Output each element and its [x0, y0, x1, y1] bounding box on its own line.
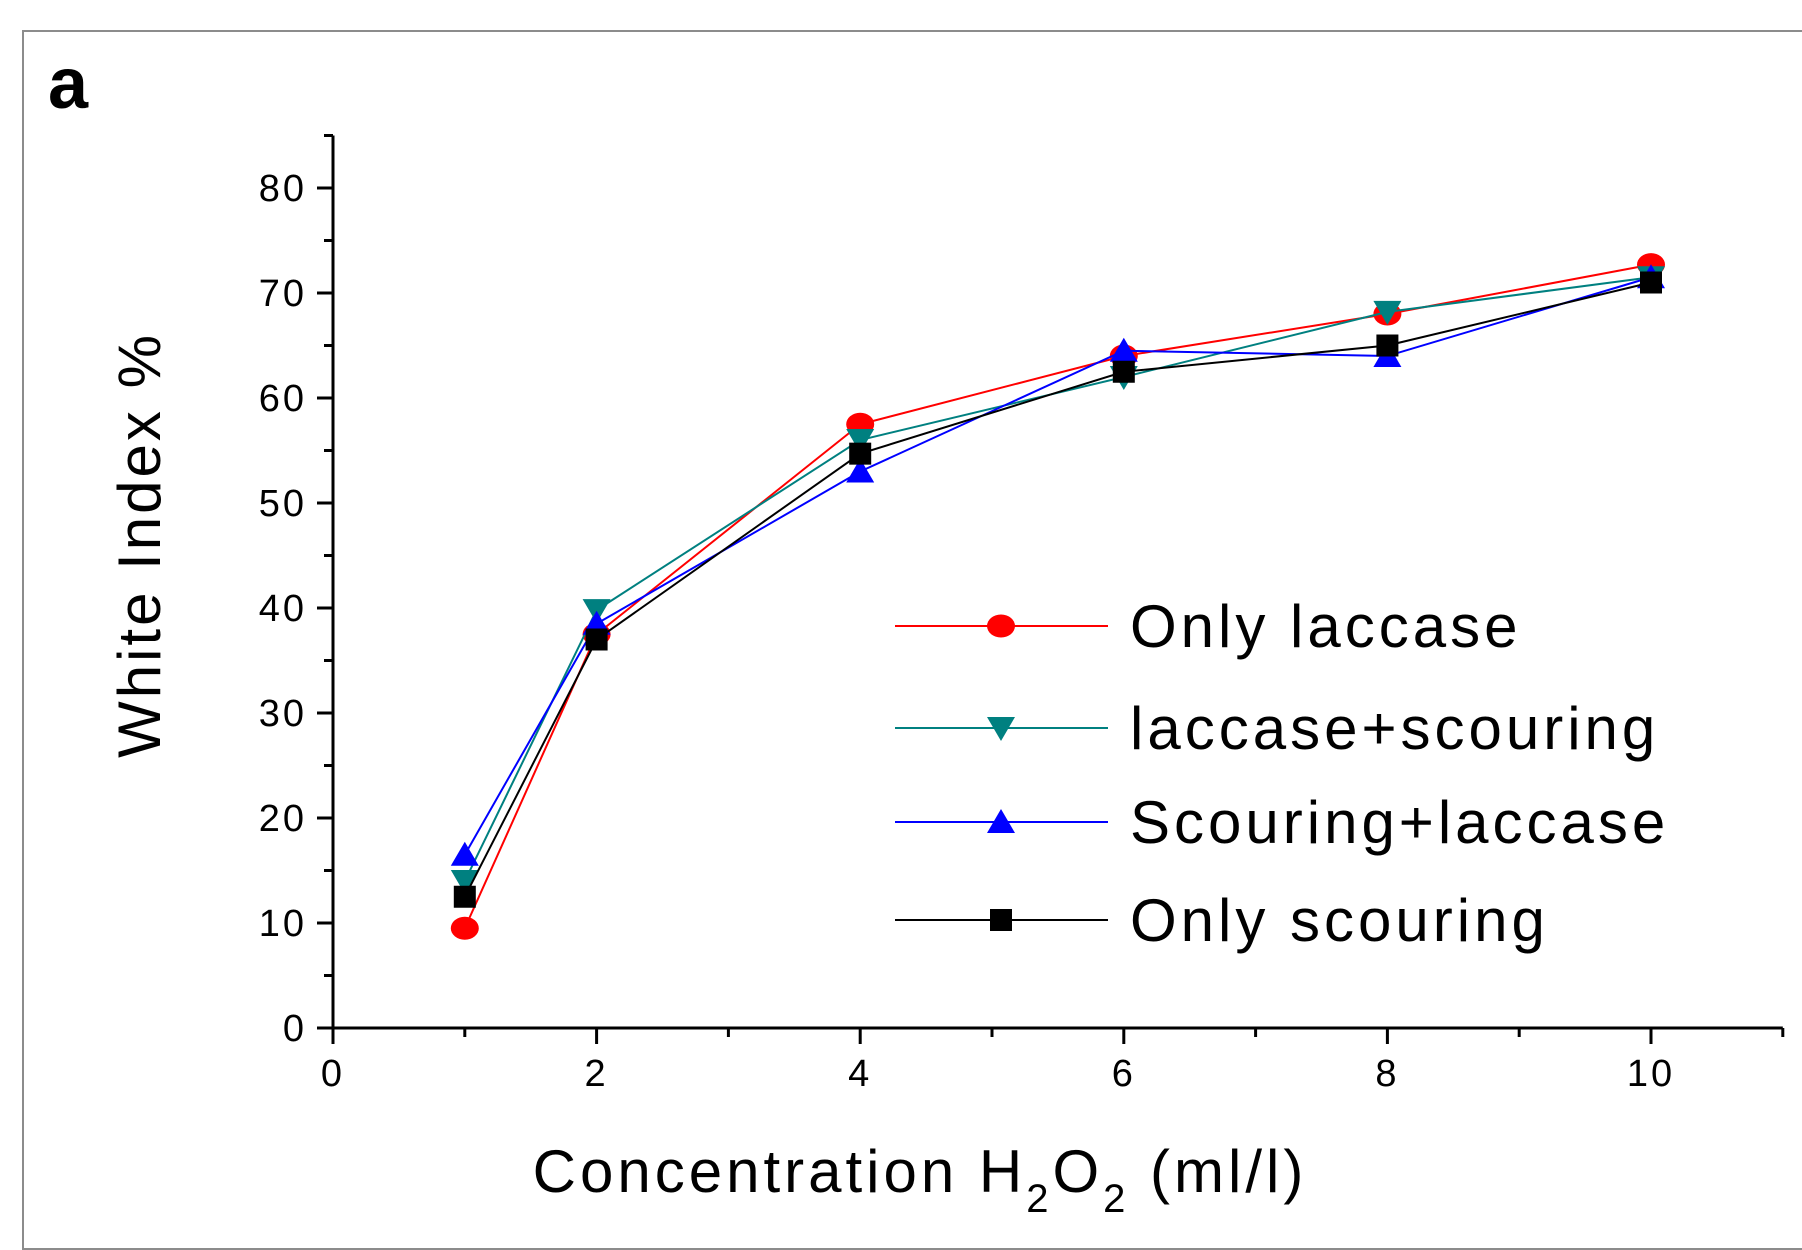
data-point	[450, 870, 479, 894]
legend-item: Scouring+laccase	[895, 789, 1669, 856]
data-point	[1112, 360, 1135, 383]
legend-marker	[990, 909, 1012, 931]
data-point	[1640, 271, 1662, 294]
y-tick-label: 50	[259, 483, 307, 525]
legend-marker	[987, 809, 1015, 833]
x-axis-label-sub2: 2	[1103, 1177, 1129, 1221]
x-axis-label-prefix: Concentration H	[533, 1138, 1027, 1205]
x-tick-label: 10	[1627, 1053, 1675, 1095]
series-layer	[450, 253, 1665, 940]
x-axis-label: Concentration H2O2 (ml/l)	[533, 1138, 1308, 1221]
data-point	[450, 841, 479, 866]
legend-label: Only laccase	[1130, 593, 1521, 660]
x-tick-label: 8	[1375, 1053, 1399, 1095]
data-point	[453, 885, 476, 908]
y-tick-label: 40	[259, 588, 307, 630]
legend-marker	[987, 717, 1015, 741]
series-line	[463, 276, 1652, 882]
series-only-scouring	[453, 271, 1662, 908]
legend-label: laccase+scouring	[1130, 695, 1659, 762]
data-point	[450, 916, 479, 940]
x-axis-label-sub1: 2	[1026, 1177, 1052, 1221]
x-tick-label: 4	[848, 1053, 872, 1095]
y-tick-label: 10	[259, 903, 307, 945]
x-axis-label-suffix: (ml/l)	[1129, 1138, 1307, 1205]
legend-label: Scouring+laccase	[1130, 789, 1669, 856]
legend-item: Only laccase	[895, 593, 1521, 660]
y-tick-label: 70	[259, 273, 307, 315]
y-tick-label: 0	[283, 1008, 307, 1050]
y-tick-label: 60	[259, 378, 307, 420]
y-tick-label: 20	[259, 798, 307, 840]
x-tick-label: 0	[321, 1053, 345, 1095]
legend-item: laccase+scouring	[895, 695, 1659, 762]
data-point	[1376, 334, 1399, 357]
legend-label: Only scouring	[1130, 887, 1549, 954]
x-tick-label: 6	[1112, 1053, 1136, 1095]
y-tick-label: 80	[259, 168, 307, 210]
legend-marker	[987, 614, 1015, 638]
panel-label: a	[48, 44, 89, 124]
axes: 0 10 20 30 40 50 60 70 80 0 2 4 6 8 10	[259, 134, 1785, 1095]
data-point	[1373, 300, 1402, 325]
legend-item: Only scouring	[895, 887, 1549, 954]
data-point	[849, 442, 872, 465]
data-point	[846, 429, 875, 453]
series-scouring-laccase	[450, 264, 1665, 866]
series-line	[463, 281, 1652, 898]
data-point	[585, 628, 608, 651]
legend: Only laccase laccase+scouring Scouring+lac…	[895, 593, 1669, 954]
data-point	[1109, 337, 1138, 362]
y-axis-label: White Index %	[106, 332, 173, 758]
series-line	[463, 276, 1652, 856]
data-point	[846, 458, 875, 483]
x-tick-label: 2	[585, 1053, 609, 1095]
x-axis-label-mid: O	[1052, 1138, 1103, 1205]
y-tick-label: 30	[259, 693, 307, 735]
